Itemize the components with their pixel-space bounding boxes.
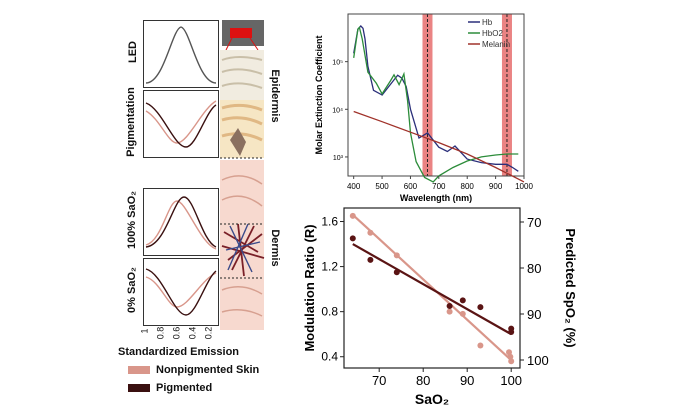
legend-label-nonpigmented: Nonpigmented Skin	[156, 364, 260, 376]
skin-illustration	[220, 20, 265, 330]
pigmentation-spectrum-box	[143, 90, 219, 158]
x-tick-label: 80	[416, 373, 430, 388]
emission-tick: 0.6	[171, 326, 182, 340]
data-point-nonpigmented-skin	[459, 310, 466, 317]
row-label-led: LED	[127, 41, 139, 63]
side-label-dermis: Dermis	[269, 229, 281, 267]
x-tick-label: 1000	[515, 182, 533, 191]
legend-swatch-pigmented	[128, 384, 150, 392]
y-tick-label: 10³	[333, 155, 344, 162]
right-y-tick-label: 70	[527, 215, 541, 230]
y-axis-label: Modulation Ratio (R)	[302, 224, 317, 351]
sao2-0-curves	[145, 268, 217, 316]
x-tick-label: 500	[375, 182, 389, 191]
legend: Nonpigmented Skin Pigmented	[128, 364, 259, 394]
x-tick-label: 600	[404, 182, 418, 191]
emission-tick: 1	[139, 328, 150, 334]
emission-tick: 0.4	[187, 326, 198, 340]
x-tick-label: 400	[347, 182, 361, 191]
sao2-0-spectrum-box	[143, 258, 219, 326]
legend-item-pigmented: Pigmented	[128, 382, 259, 394]
legend-item-nonpigmented: Nonpigmented Skin	[128, 364, 259, 376]
data-point-nonpigmented-skin	[508, 358, 515, 365]
y-axis-label: Molar Extinction Coefficient	[314, 35, 324, 154]
x-tick-label: 900	[489, 182, 503, 191]
data-point-pigmented	[367, 256, 374, 263]
y-tick-label: 0.4	[321, 350, 338, 364]
right-y-tick-label: 80	[527, 261, 541, 276]
data-point-nonpigmented-skin	[506, 349, 512, 356]
modulation-plot-frame	[343, 207, 521, 369]
extinction-plot-frame	[347, 13, 525, 177]
right-y-tick-label: 90	[527, 307, 541, 322]
legend-label-hb: Hb	[482, 18, 493, 27]
extinction-chart: 400 500 600 700 800 900 1000 10³ 10⁴ 10⁵ Wavelengt…	[314, 13, 533, 203]
data-point-nonpigmented-skin	[367, 229, 374, 236]
y-tick-label: 1.6	[321, 215, 338, 229]
fit-line-nonpigmented-skin	[352, 213, 512, 361]
y-tick-label: 10⁴	[332, 107, 343, 114]
x-tick-label: 90	[460, 373, 474, 388]
data-point-nonpigmented-skin	[446, 308, 453, 315]
x-axis-label: SaO₂	[415, 391, 449, 407]
row-label-sao2-100: 100% SaO₂	[126, 190, 138, 250]
legend-label-melanin: Melanin	[482, 40, 510, 49]
legend-label-hbo2: HbO2	[482, 29, 503, 38]
y-tick-label: 0.8	[321, 305, 338, 319]
data-point-pigmented	[446, 303, 453, 310]
data-point-pigmented	[508, 325, 515, 332]
fit-line-pigmented	[352, 243, 512, 336]
right-y-axis-label: Predicted SpO₂ (%)	[563, 228, 578, 347]
data-point-nonpigmented-skin	[349, 212, 356, 219]
led-spectrum-box	[143, 20, 219, 88]
right-y-tick-label: 100	[527, 353, 549, 368]
legend-label-pigmented: Pigmented	[156, 382, 213, 394]
data-point-nonpigmented-skin	[477, 342, 484, 349]
row-label-sao2-0: 0% SaO₂	[126, 267, 138, 313]
emission-axis: 1 0.8 0.6 0.4 0.2	[140, 324, 240, 342]
row-label-pigmentation: Pigmentation	[125, 87, 137, 157]
emission-axis-label: Standardized Emission	[118, 346, 240, 358]
emission-tick: 0.2	[203, 326, 214, 340]
led-spectrum-curve	[145, 26, 217, 84]
series-line-hb	[353, 25, 519, 172]
series-line-hbo2	[353, 26, 519, 183]
x-tick-label: 800	[461, 182, 475, 191]
y-tick-label: 10⁵	[332, 60, 343, 67]
data-point-nonpigmented-skin	[393, 252, 400, 259]
y-tick-label: 1.2	[321, 260, 338, 274]
x-tick-label: 700	[432, 182, 446, 191]
sao2-100-spectrum-box	[143, 188, 219, 256]
emission-tick: 0.8	[155, 326, 166, 340]
x-axis-label: Wavelength (nm)	[400, 193, 472, 203]
data-point-pigmented	[477, 304, 484, 311]
data-point-nonpigmented-skin	[507, 353, 514, 360]
data-point-pigmented	[393, 269, 400, 276]
modulation-ratio-chart: 70 80 90 100 0.4 0.8 1.2 1.6 70 80 90 100 SaO₂ Modula…	[302, 207, 578, 407]
sao2-100-curves	[145, 196, 217, 250]
data-point-pigmented	[349, 235, 356, 242]
series-line-melanin	[353, 110, 525, 183]
x-tick-label: 70	[372, 373, 386, 388]
pigmentation-curves	[145, 100, 217, 148]
data-point-pigmented	[459, 297, 466, 304]
x-tick-label: 100	[500, 373, 522, 388]
side-label-epidermis: Epidermis	[269, 69, 281, 123]
legend-swatch-nonpigmented	[128, 366, 150, 374]
